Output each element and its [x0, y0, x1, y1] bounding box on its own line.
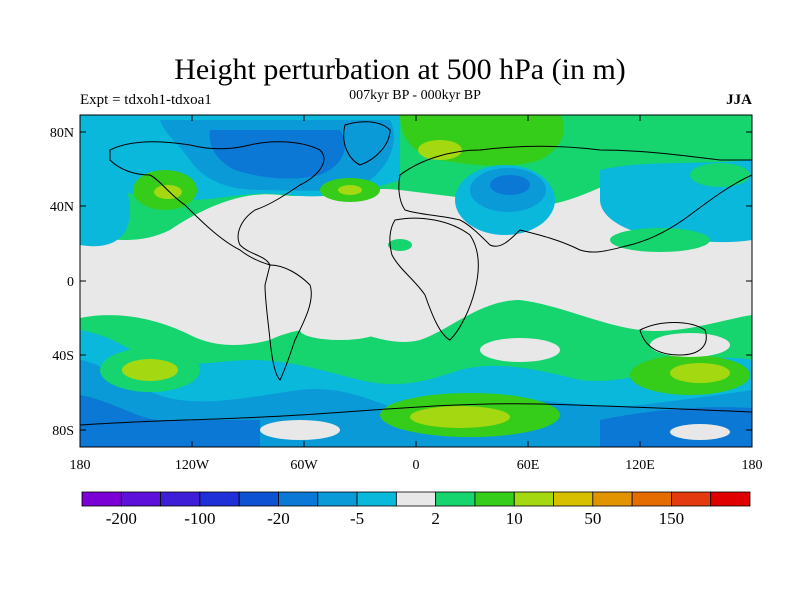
lat-tick-label: 40S: [52, 349, 74, 364]
continent-outline: [398, 145, 752, 253]
anomaly-patch: [480, 338, 560, 362]
lon-tick-label: 60W: [290, 458, 318, 473]
colorbar-swatch: [592, 491, 633, 507]
colorbar-swatch: [160, 491, 201, 507]
lat-tick-label: 80N: [50, 126, 74, 141]
colorbar-swatch: [81, 491, 122, 507]
colorbar-label: 2: [431, 509, 440, 528]
lon-tick-label: 120W: [175, 458, 210, 473]
colorbar: -200 -100 -20 -5 2 10 50 150: [81, 491, 751, 528]
colorbar-swatch: [317, 491, 358, 507]
anomaly-patch: [650, 333, 730, 357]
anomaly-patch: [122, 359, 178, 381]
colorbar-swatch: [238, 491, 279, 507]
anomaly-patch: [670, 424, 730, 440]
anomaly-patch: [388, 239, 412, 251]
continent-outline: [389, 217, 479, 341]
anomaly-patch: [490, 175, 530, 195]
anomaly-patch: [154, 185, 182, 199]
colorbar-swatch: [395, 491, 437, 507]
colorbar-label: 10: [506, 509, 523, 528]
experiment-label: Expt = tdxoh1-tdxoa1: [80, 92, 212, 108]
colorbar-label: -100: [184, 509, 215, 528]
anomaly-patch: [410, 406, 510, 428]
lat-tick-label: 80S: [52, 424, 74, 439]
colorbar-label: -200: [106, 509, 137, 528]
anomaly-patch: [260, 420, 340, 440]
colorbar-swatch: [435, 491, 476, 507]
colorbar-swatch: [710, 491, 751, 507]
continent-outline: [264, 264, 312, 381]
colorbar-swatch: [356, 491, 397, 507]
lat-tick-label: 40N: [50, 200, 74, 215]
map-title: Height perturbation at 500 hPa (in m): [174, 53, 626, 86]
continent-outline: [343, 121, 391, 166]
anomaly-patch: [690, 163, 750, 187]
colorbar-swatch: [199, 491, 240, 507]
lon-tick-label: 60E: [517, 458, 540, 473]
colorbar-swatch: [513, 491, 554, 507]
anomaly-patch: [418, 140, 462, 160]
season-label: JJA: [726, 92, 752, 108]
lat-tick-label: 0: [67, 275, 74, 290]
lon-tick-label: 180: [742, 458, 763, 473]
colorbar-swatch: [631, 491, 672, 507]
coastlines: [80, 121, 752, 426]
colorbar-swatch: [278, 491, 319, 507]
colorbar-swatch: [671, 491, 712, 507]
colorbar-label: -20: [267, 509, 290, 528]
anomaly-patch: [80, 169, 130, 247]
latitude-ticks: 80N 40N 0 40S 80S: [50, 126, 752, 439]
lon-tick-label: 120E: [625, 458, 655, 473]
lon-tick-label: 180: [70, 458, 91, 473]
colorbar-swatch: [553, 491, 594, 507]
continent-outline: [109, 141, 325, 266]
colorbar-swatch: [120, 491, 161, 507]
continent-outline: [639, 322, 707, 356]
anomaly-patch: [670, 363, 730, 383]
colorbar-label: -5: [350, 509, 364, 528]
continent-outline: [80, 403, 752, 426]
anomaly-patch: [300, 320, 380, 340]
anomaly-patch: [338, 185, 362, 195]
anomaly-patch: [209, 130, 345, 179]
longitude-ticks: 180 120W 60W 0 60E 120E 180: [70, 115, 763, 473]
colorbar-label: 50: [584, 509, 601, 528]
map-subtitle: 007kyr BP - 000kyr BP: [349, 88, 481, 103]
colorbar-label: 150: [659, 509, 685, 528]
lon-tick-label: 0: [413, 458, 420, 473]
anomaly-field: [80, 115, 752, 447]
colorbar-swatch: [474, 491, 515, 507]
anomaly-patch: [610, 228, 710, 252]
